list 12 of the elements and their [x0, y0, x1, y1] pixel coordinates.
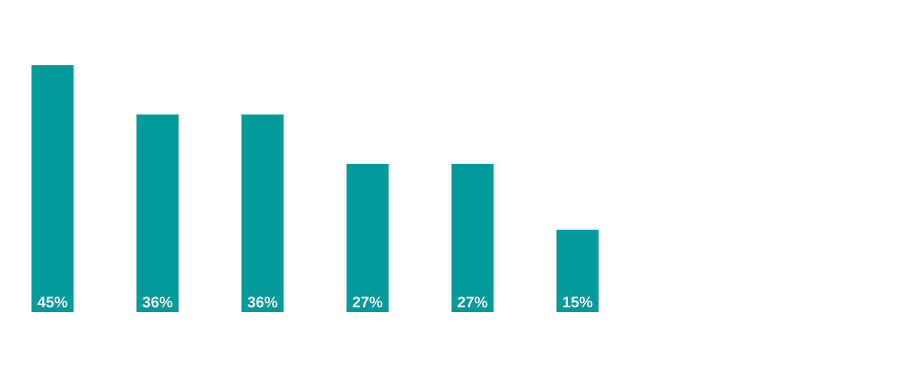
data-label: 36%: [142, 296, 172, 308]
bar: [136, 114, 178, 312]
data-label: 45%: [37, 296, 68, 308]
data-label: 27%: [458, 296, 488, 308]
bar: [346, 164, 388, 312]
bar: [556, 230, 598, 312]
bar: [242, 114, 284, 312]
bar: [452, 164, 494, 312]
bar: [32, 65, 74, 312]
data-label: 27%: [352, 296, 382, 308]
data-label: 15%: [563, 296, 592, 308]
data-label: 36%: [248, 296, 278, 308]
